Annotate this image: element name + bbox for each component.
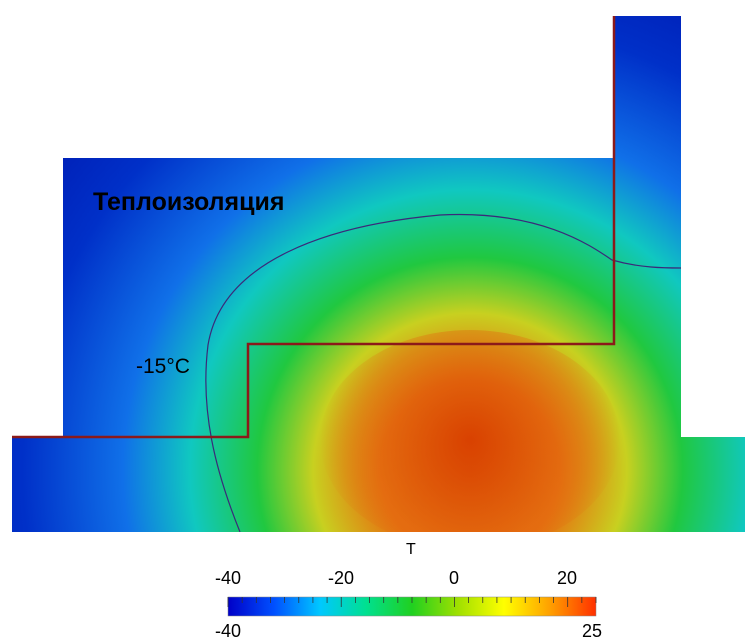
colorbar-title: T [406, 541, 416, 558]
colorbar-min-label: -40 [214, 621, 242, 641]
colorbar-ticks [227, 597, 597, 607]
colorbar-tick-label: -20 [327, 568, 355, 588]
colorbar-tick-label: -40 [214, 568, 242, 588]
colorbar [227, 596, 597, 617]
region-label: Теплоизоляция [93, 188, 285, 216]
colorbar-max-label: 25 [581, 621, 603, 641]
interface-line [12, 16, 616, 439]
isotherm-label: -15°C [136, 355, 190, 378]
colorbar-tick-label: 20 [556, 568, 578, 588]
colorbar-tick-label: 0 [448, 568, 460, 588]
isotherm-line [205, 213, 682, 532]
